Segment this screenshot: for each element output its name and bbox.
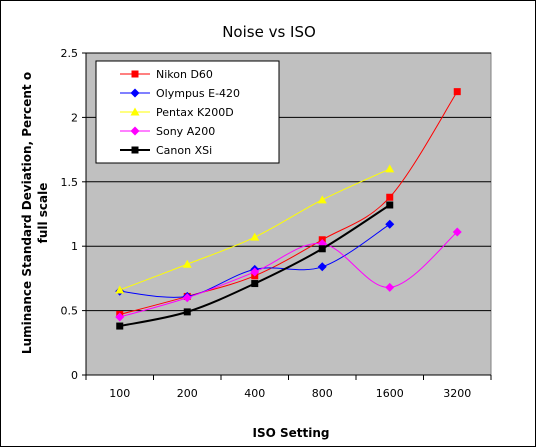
y-tick-label: 1.5: [61, 176, 79, 189]
legend-swatch-marker: [130, 107, 140, 116]
series-line: [119, 231, 458, 318]
x-tick-label: 800: [312, 387, 333, 400]
data-point: [317, 262, 327, 272]
y-tick-label: 0.5: [61, 305, 79, 318]
y-axis-label-line-2: full scale: [36, 183, 50, 244]
legend-swatch-marker: [131, 146, 139, 154]
x-tick-label: 200: [177, 387, 198, 400]
data-point: [386, 193, 394, 201]
legend-entry-1: Olympus E-420: [120, 87, 240, 100]
y-tick-label: 1: [71, 240, 78, 253]
data-point: [116, 322, 124, 330]
legend-label: Canon XSi: [156, 144, 212, 157]
legend-swatch-marker: [131, 70, 139, 78]
y-axis-label-line-1: Luminance Standard Deviation, Percent o: [20, 72, 34, 354]
series-4: [116, 201, 394, 330]
y-tick-label: 2: [71, 111, 78, 124]
data-point: [318, 245, 326, 253]
data-point: [386, 201, 394, 209]
data-point: [115, 285, 125, 294]
data-point: [385, 282, 395, 292]
data-point: [251, 280, 259, 288]
y-tick-label: 0: [71, 369, 78, 382]
x-tick-label: 400: [244, 387, 265, 400]
data-point: [452, 227, 462, 237]
y-tick-label: 2.5: [61, 47, 79, 60]
data-point: [385, 219, 395, 229]
legend-entry-4: Canon XSi: [120, 144, 212, 157]
legend-entry-0: Nikon D60: [120, 68, 213, 81]
legend-swatch-marker: [130, 126, 140, 136]
data-point: [183, 308, 191, 316]
legend: Nikon D60 Olympus E-420 Pentax K200D Sony A…: [95, 60, 280, 164]
chart-title: Noise vs ISO: [222, 23, 316, 41]
x-axis-label: ISO Setting: [253, 426, 330, 440]
legend-label: Pentax K200D: [156, 106, 234, 119]
legend-entry-2: Pentax K200D: [120, 106, 234, 119]
data-point: [182, 259, 192, 268]
data-point: [182, 293, 192, 303]
data-point: [385, 164, 395, 173]
x-tick-label: 100: [109, 387, 130, 400]
data-point: [250, 267, 260, 277]
x-tick-label: 3200: [443, 387, 471, 400]
series-2: [115, 164, 395, 294]
data-point: [250, 232, 260, 241]
legend-label: Sony A200: [156, 125, 215, 138]
legend-label: Nikon D60: [156, 68, 213, 81]
legend-swatch-marker: [130, 88, 140, 98]
legend-label: Olympus E-420: [156, 87, 240, 100]
data-point: [115, 312, 125, 322]
legend-entry-3: Sony A200: [120, 125, 215, 138]
data-point: [317, 195, 327, 204]
series-3: [115, 227, 462, 322]
x-tick-label: 1600: [376, 387, 404, 400]
data-point: [453, 88, 461, 96]
